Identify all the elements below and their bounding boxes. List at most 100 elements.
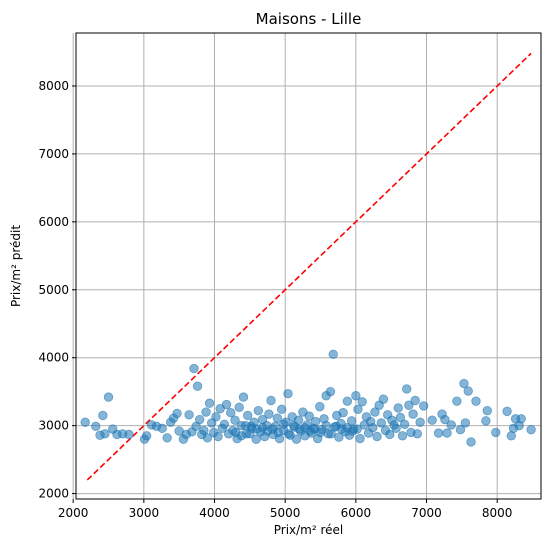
scatter-point [238,392,249,402]
x-axis-ticks: 2000 3000 4000 5000 6000 7000 8000 [58,499,513,520]
scatter-point [404,400,414,410]
y-tick-label: 2000 [38,487,69,501]
scatter-point [211,412,221,422]
scatter-point [192,381,203,391]
scatter-point [385,429,395,440]
scatter-point [157,423,167,434]
scatter-point [236,420,247,431]
scatter-point [427,415,437,425]
scatter-point [326,429,336,439]
scatter-point [328,349,338,360]
y-tick-label: 3000 [38,419,69,433]
x-tick-label: 4000 [199,506,230,520]
scatter-point [397,431,408,441]
scatter-point [452,396,462,406]
x-tick-label: 7000 [411,506,442,520]
scatter-point [100,429,110,439]
scatter-point [189,363,199,374]
scatter-point [310,424,320,434]
x-tick-label: 8000 [482,506,513,520]
reference-line-group [86,52,532,481]
scatter-point [266,395,276,406]
x-axis-label: Prix/m² réel [274,523,344,537]
scatter-point [194,414,205,425]
scatter-point [231,427,241,438]
plot-frame [75,32,542,500]
y-tick-label: 6000 [38,215,69,229]
scatter-point [300,422,310,433]
scatter-point [342,422,353,433]
scatter-point [80,417,90,427]
scatter-point [526,425,536,435]
scatter-point [481,416,491,426]
scatter-point [460,418,471,428]
scatter-point [459,378,469,389]
scatter-point [471,396,481,406]
scatter-point [103,392,114,402]
scatter-point [353,404,363,415]
scatter-point [466,437,476,447]
scatter-point [226,408,236,418]
scatter-point [241,429,252,439]
scatter-point [433,428,444,438]
scatter-point [272,413,283,423]
scatter-point [370,407,380,417]
scatter-point [410,395,420,406]
x-tick-label: 6000 [341,506,372,520]
scatter-point [516,414,526,424]
scatter-point [402,384,412,394]
y-tick-label: 7000 [38,147,69,161]
scatter-point [172,408,182,419]
scatter-point [357,397,367,407]
scatter-point [502,406,512,417]
x-tick-label: 3000 [129,506,160,520]
scatter-point [391,423,401,434]
scatter-point [342,396,353,406]
scatter-point [234,402,244,412]
scatter-point [124,429,134,440]
scatter-point [91,421,101,432]
scatter-point [246,421,256,432]
scatter-point [213,431,223,442]
scatter-point [399,419,410,429]
scatter-point [315,401,325,412]
scatter-point [351,391,361,401]
scatter-point [331,421,341,432]
y-axis-ticks: 2000 3000 4000 5000 6000 7000 8000 [38,79,76,501]
scatter-point [372,431,382,442]
scatter-point [184,410,194,420]
scatter-point [440,414,450,425]
scatter-point [291,434,302,444]
y-tick-label: 8000 [38,79,69,93]
scatter-point [162,433,172,443]
x-tick-label: 2000 [58,506,89,520]
scatter-point [276,404,287,415]
scatter-point [251,434,261,444]
scatter-point [243,410,253,421]
scatter-point [446,420,456,430]
scatter-point [393,403,403,413]
scatter-point [141,431,152,441]
scatter-point [442,428,452,438]
scatter-point [408,409,418,419]
scatter-point [253,405,264,416]
scatter-point [321,420,331,431]
scatter-point [98,410,108,421]
scatter-point [415,417,425,427]
scatter-point [219,419,230,429]
scatter-point [279,419,289,429]
scatter-point [338,408,348,418]
x-tick-label: 5000 [270,506,301,520]
scatter-point [199,425,209,436]
chart-title: Maisons - Lille [256,10,362,28]
scatter-point [267,424,278,434]
scatter-point [463,386,473,396]
scatter-point [201,407,211,417]
scatter-point [352,424,362,434]
scatter-point [355,433,365,444]
scatter-point [418,401,429,411]
scatter-point [264,409,274,419]
reference-line [86,52,532,481]
